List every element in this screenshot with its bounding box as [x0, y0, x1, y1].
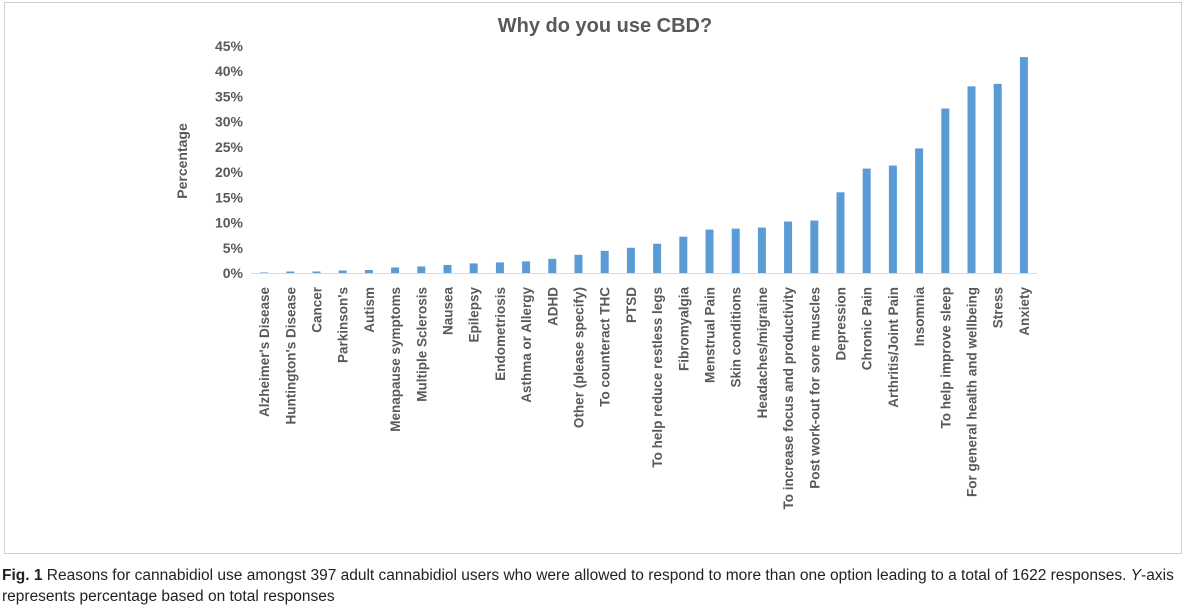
x-tick-label: To counteract THC	[598, 287, 613, 407]
y-tick-label: 20%	[215, 164, 244, 180]
figure-caption: Fig. 1 Reasons for cannabidiol use among…	[2, 565, 1182, 607]
bar	[469, 263, 478, 273]
x-tick-label: Menstrual Pain	[703, 287, 718, 383]
bar	[967, 86, 976, 273]
x-tick-label: Endometriosis	[493, 287, 508, 381]
caption-text-2: -axis represents percentage based on tot…	[2, 567, 1174, 605]
y-tick-label: 25%	[215, 139, 244, 155]
bar	[495, 262, 504, 273]
bar	[364, 269, 373, 273]
y-tick-label: 45%	[215, 38, 244, 54]
y-tick-label: 5%	[223, 240, 244, 256]
y-tick-label: 30%	[215, 114, 244, 130]
x-tick-label: Huntington's Disease	[283, 287, 298, 425]
x-tick-label: Insomnia	[912, 287, 927, 347]
x-tick-label: Fibromyalgia	[676, 287, 691, 372]
bar	[679, 236, 688, 273]
bar	[417, 266, 426, 273]
bar	[443, 264, 452, 273]
x-tick-label: Menapause symptoms	[388, 287, 403, 432]
y-tick-label: 10%	[215, 215, 244, 231]
bar	[888, 165, 897, 273]
bar	[862, 168, 871, 273]
bar	[391, 267, 400, 273]
x-tick-label: Cancer	[310, 286, 325, 333]
bar	[784, 221, 793, 273]
caption-y-italic: Y	[1130, 567, 1142, 584]
bar-chart: Percentage 0%5%10%15%20%25%30%35%40%45% …	[174, 38, 1037, 510]
x-tick-label: For general health and wellbeing	[965, 287, 980, 497]
x-tick-label: To increase focus and productivity	[781, 287, 796, 510]
bar	[836, 192, 845, 273]
bar	[312, 271, 321, 273]
x-tick-label: Multiple Sclerosis	[414, 287, 429, 402]
x-tick-label: Headaches/migraine	[755, 287, 770, 419]
bar	[941, 108, 950, 273]
y-tick-label: 0%	[223, 265, 244, 281]
y-tick-labels: 0% 5% 10% 15% 20% 25% 30% 35% 40% 45%	[215, 38, 244, 281]
bar	[810, 220, 819, 273]
bar	[548, 258, 557, 273]
x-tick-label: Anxiety	[1017, 287, 1032, 336]
y-tick-label: 35%	[215, 88, 244, 104]
bar	[574, 254, 583, 273]
bar	[260, 272, 269, 274]
bar	[705, 229, 714, 273]
x-tick-label: Stress	[991, 287, 1006, 328]
bar	[626, 247, 635, 273]
bar	[338, 270, 347, 273]
x-tick-labels: Alzheimer's Disease Huntington's Disease C…	[257, 286, 1032, 509]
bar	[600, 250, 609, 273]
x-tick-label: Nausea	[441, 287, 456, 336]
y-axis-title-group: Percentage	[174, 123, 190, 199]
bar	[731, 228, 740, 273]
chart-area: Percentage 0% 5% 10% 15% 20% 25% 30% 35% 40% 45% …	[4, 2, 1182, 554]
y-tick-label: 40%	[215, 63, 244, 79]
x-tick-label: Asthma or Allergy	[519, 287, 534, 403]
bars-group	[260, 57, 1028, 274]
x-tick-label: Post work-out for sore muscles	[807, 287, 822, 489]
x-tick-label: To help reduce restless legs	[650, 287, 665, 468]
bar	[1019, 57, 1028, 273]
x-tick-label: ADHD	[545, 287, 560, 326]
x-tick-label: PTSD	[624, 287, 639, 323]
x-tick-label: Other (please specify)	[572, 287, 587, 428]
bar	[522, 261, 531, 273]
bar	[286, 271, 295, 273]
bar	[653, 243, 662, 273]
bar	[915, 148, 924, 273]
x-tick-label: Depression	[834, 287, 849, 361]
x-tick-label: Epilepsy	[467, 287, 482, 343]
bar	[757, 227, 766, 273]
bar	[993, 83, 1002, 273]
caption-figure-label: Fig. 1	[2, 567, 43, 584]
x-tick-label: Parkinson's	[336, 287, 351, 363]
x-tick-label: To help improve sleep	[938, 287, 953, 429]
x-tick-label: Alzheimer's Disease	[257, 287, 272, 418]
y-axis-title: Percentage	[174, 123, 190, 199]
x-tick-label: Skin conditions	[729, 287, 744, 388]
y-tick-label: 15%	[215, 189, 244, 205]
chart-title: Why do you use CBD?	[497, 15, 713, 37]
x-tick-label: Arthritis/Joint Pain	[886, 287, 901, 408]
x-tick-label: Autism	[362, 287, 377, 333]
caption-text-1: Reasons for cannabidiol use amongst 397 …	[42, 567, 1131, 584]
x-tick-label: Chronic Pain	[860, 287, 875, 370]
